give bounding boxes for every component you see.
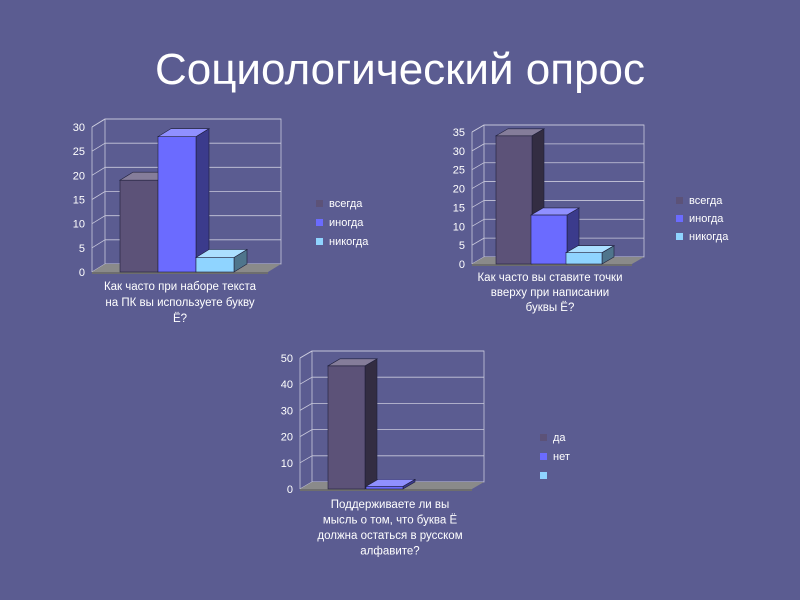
gridline-side: [299, 429, 313, 437]
chart-caption-line: Поддерживаете ли вы: [331, 499, 450, 511]
chart-caption-line: на ПК вы используете букву: [105, 297, 254, 309]
bar-side: [364, 358, 378, 490]
chart-caption-line: Как часто вы ставите точки: [477, 272, 622, 284]
gridline-side: [91, 142, 106, 152]
y-tick-label: 20: [453, 184, 465, 196]
y-tick-label: 0: [287, 484, 293, 496]
gridline-side: [471, 200, 485, 208]
bar: [157, 136, 197, 273]
legend-swatch: [316, 219, 323, 226]
y-tick-label: 30: [73, 122, 85, 134]
y-tick-label: 15: [73, 195, 85, 207]
bar-top: [364, 479, 417, 487]
legend-label: всегда: [329, 198, 363, 210]
bar: [365, 486, 404, 490]
y-tick-label: 20: [281, 432, 293, 444]
legend-label: нет: [553, 451, 570, 463]
chart-floor-edge: [92, 272, 268, 274]
gridline-side: [471, 237, 485, 246]
chart-caption-line: должна остаться в русском: [317, 530, 462, 542]
y-tick-label: 15: [453, 202, 465, 214]
y-tick-label: 0: [459, 259, 465, 271]
legend-swatch: [540, 472, 547, 479]
legend-label: никогда: [689, 231, 729, 243]
legend-label: иногда: [689, 213, 724, 225]
chart-caption-line: буквы Ё?: [526, 302, 575, 314]
y-axis-top: [91, 118, 106, 128]
legend-label: всегда: [689, 195, 723, 207]
y-tick-label: 10: [453, 221, 465, 233]
gridline-side: [471, 181, 485, 189]
gridline-side: [299, 403, 313, 411]
bar-top: [326, 358, 379, 367]
legend-label: никогда: [329, 236, 369, 248]
y-tick-label: 5: [459, 240, 465, 252]
chart-caption-line: алфавите?: [360, 546, 419, 558]
legend-label: иногда: [329, 217, 364, 229]
y-tick-label: 20: [73, 170, 85, 182]
gridline-side: [299, 376, 313, 385]
legend-label: да: [553, 432, 566, 444]
bar-top: [156, 128, 211, 137]
legend-swatch: [676, 233, 683, 240]
gridline-side: [471, 162, 485, 171]
legend-swatch: [316, 200, 323, 207]
bar-top: [529, 207, 581, 216]
chart-caption-line: Как часто при наборе текста: [104, 281, 257, 293]
gridline-side: [299, 455, 313, 464]
chart-caption-line: мысль о том, что буква Ё: [323, 515, 458, 527]
gridline-side: [471, 218, 485, 227]
y-tick-label: 50: [281, 353, 293, 365]
y-axis-top: [299, 350, 313, 359]
legend-swatch: [676, 197, 683, 204]
legend-swatch: [316, 238, 323, 245]
legend-swatch: [676, 215, 683, 222]
bar-top: [194, 249, 249, 258]
chart-floor-edge: [300, 489, 472, 491]
chart-caption-line: вверху при написании: [491, 287, 609, 299]
y-tick-label: 10: [73, 219, 85, 231]
bar: [530, 214, 568, 265]
gridline-side: [91, 215, 106, 225]
y-tick-label: 30: [281, 405, 293, 417]
bar-top: [564, 245, 616, 253]
legend-swatch: [540, 434, 547, 441]
chart-floor-edge: [472, 264, 632, 266]
y-tick-label: 0: [79, 267, 85, 279]
y-tick-label: 25: [453, 165, 465, 177]
bar: [495, 135, 533, 265]
y-axis-top: [471, 124, 485, 133]
chart-caption-line: Ё?: [173, 313, 187, 325]
gridline-side: [471, 143, 485, 152]
slide-title: Социологический опрос: [154, 45, 646, 94]
gridline-side: [91, 191, 106, 200]
bar: [327, 365, 366, 490]
y-tick-label: 30: [453, 146, 465, 158]
y-tick-label: 35: [453, 127, 465, 139]
legend-swatch: [540, 453, 547, 460]
gridline-side: [91, 166, 106, 176]
y-tick-label: 40: [281, 379, 293, 391]
gridline-side: [91, 239, 106, 249]
bar-top: [494, 128, 546, 137]
bar: [119, 179, 159, 273]
y-tick-label: 25: [73, 146, 85, 158]
y-tick-label: 10: [281, 458, 293, 470]
y-tick-label: 5: [79, 243, 85, 255]
